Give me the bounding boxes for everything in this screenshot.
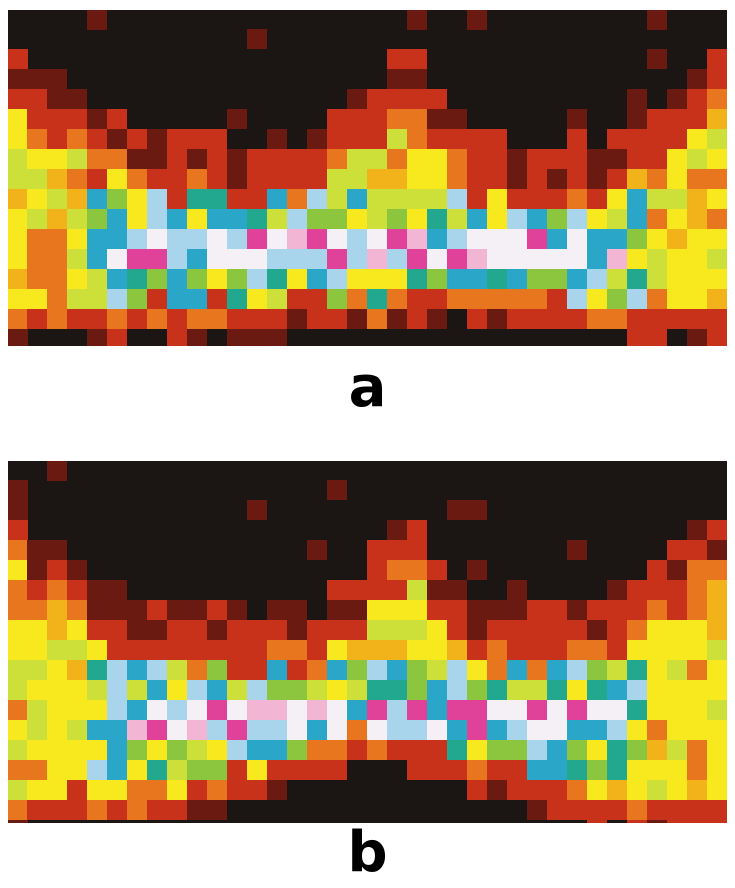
panel-label-b: b (347, 820, 388, 885)
pixel-heatmap-b (8, 461, 727, 823)
pixel-heatmap-a (8, 10, 727, 346)
heatmap-panel-b (8, 461, 727, 823)
panel-label-a: a (348, 355, 387, 420)
heatmap-panel-a (8, 10, 727, 346)
